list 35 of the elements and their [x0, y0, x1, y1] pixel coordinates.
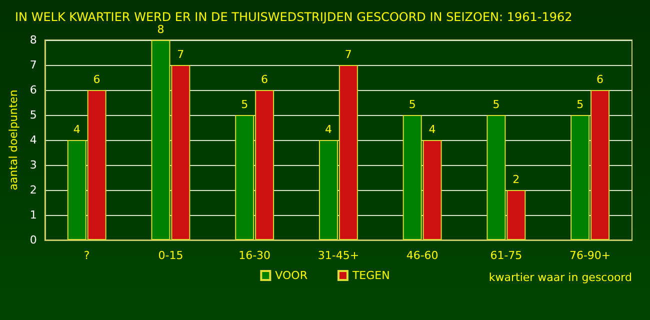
- x-tick-label: 0-15: [158, 249, 184, 262]
- data-label: 7: [344, 48, 352, 61]
- y-tick-label: 1: [30, 208, 37, 222]
- y-tick-label: 5: [30, 108, 37, 122]
- legend-label: TEGEN: [351, 269, 390, 282]
- data-label: 5: [492, 98, 500, 111]
- y-tick-label: 6: [30, 84, 37, 96]
- legend-label: VOOR: [275, 269, 308, 282]
- y-tick-label: 0: [30, 234, 37, 246]
- data-label: 2: [512, 173, 520, 186]
- y-axis-title: aantal doelpunten: [7, 90, 20, 190]
- x-tick-label: 61-75: [490, 249, 522, 262]
- x-tick-label: 76-90+: [569, 249, 611, 262]
- x-tick-label: 16-30: [238, 249, 271, 262]
- y-tick-label: 8: [30, 34, 37, 46]
- chart-title: IN WELK KWARTIER WERD ER IN DE THUISWEDSTRIJDEN GESCOORD IN SEIZOEN: 1961-1962: [15, 10, 572, 24]
- data-label: 6: [596, 73, 604, 86]
- y-tick-label: 4: [30, 134, 37, 146]
- y-tick-label: 3: [30, 158, 37, 172]
- data-label: 6: [261, 73, 268, 86]
- data-label: 7: [177, 48, 184, 61]
- x-tick-label: 31-45+: [318, 249, 360, 262]
- data-label: 5: [576, 98, 584, 111]
- data-label: 5: [241, 98, 248, 111]
- y-tick-label: 2: [30, 184, 37, 196]
- data-label: 4: [73, 123, 80, 136]
- data-label: 8: [157, 23, 164, 36]
- x-tick-label: 46-60: [406, 249, 438, 262]
- x-axis-title: kwartier waar in gescoord: [488, 271, 632, 284]
- data-label: 5: [408, 98, 416, 111]
- x-tick-label: ?: [84, 249, 90, 262]
- data-label: 4: [324, 123, 332, 136]
- data-label: 6: [93, 73, 100, 86]
- y-tick-label: 7: [30, 58, 37, 72]
- data-label: 4: [428, 123, 436, 136]
